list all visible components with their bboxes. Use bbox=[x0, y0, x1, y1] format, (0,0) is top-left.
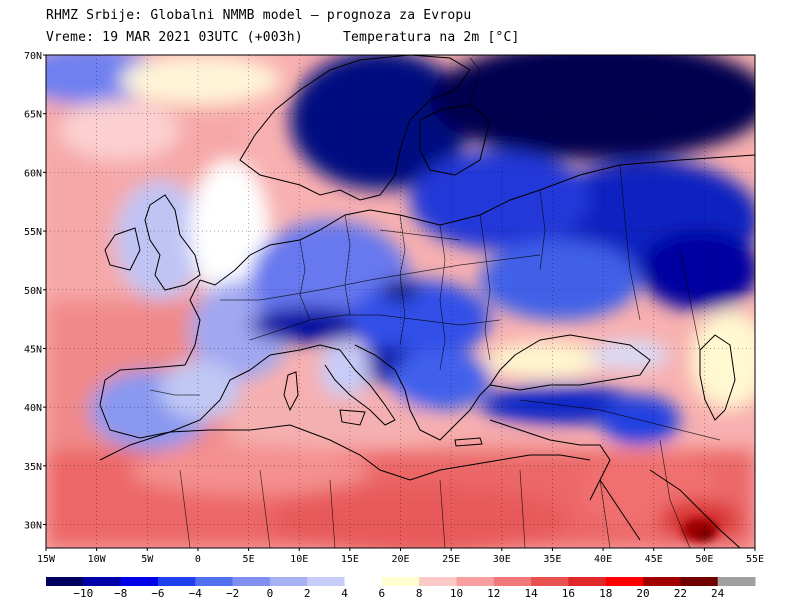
latitude-label: 55N bbox=[24, 227, 42, 238]
longitude-label: 10W bbox=[88, 554, 107, 565]
legend-swatch bbox=[605, 577, 644, 586]
color-legend bbox=[46, 577, 756, 586]
legend-swatch bbox=[269, 577, 308, 586]
longitude-label: 5E bbox=[243, 554, 255, 565]
legend-label: 8 bbox=[416, 587, 423, 600]
longitude-labels: 15W 10W 5W 0 5E 10E 15E 20E 25E 30E 35E 40E 45E 50E 55… bbox=[37, 548, 764, 565]
legend-swatch bbox=[83, 577, 122, 586]
forecast-time: Vreme: 19 MAR 2021 03UTC (+003h) bbox=[46, 30, 303, 45]
legend-swatch bbox=[195, 577, 234, 586]
map-title-line-1: RHMZ Srbije: Globalni NMMB model — progn… bbox=[46, 8, 472, 23]
legend-swatch bbox=[531, 577, 569, 586]
legend-label: 10 bbox=[450, 587, 463, 600]
longitude-label: 30E bbox=[493, 554, 511, 565]
longitude-label: 0 bbox=[195, 554, 201, 565]
longitude-label: 20E bbox=[391, 554, 409, 565]
legend-label: −10 bbox=[73, 587, 93, 600]
legend-label: 12 bbox=[487, 587, 500, 600]
legend-swatch bbox=[344, 577, 383, 586]
legend-label: 4 bbox=[341, 587, 348, 600]
legend-label: 24 bbox=[711, 587, 725, 600]
longitude-label: 40E bbox=[594, 554, 612, 565]
temperature-field bbox=[46, 55, 755, 548]
legend-label: 2 bbox=[304, 587, 311, 600]
legend-swatch bbox=[680, 577, 719, 586]
latitude-label: 70N bbox=[24, 51, 42, 62]
legend-label: 6 bbox=[379, 587, 386, 600]
variable-name: Temperatura na 2m [°C] bbox=[343, 30, 520, 45]
longitude-label: 35E bbox=[543, 554, 561, 565]
latitude-label: 45N bbox=[24, 344, 42, 355]
latitude-labels: 70N 65N 60N 55N 50N 45N 40N 35N 30N bbox=[24, 51, 46, 532]
country-borders bbox=[149, 57, 721, 548]
legend-swatch bbox=[232, 577, 271, 586]
legend-swatch bbox=[643, 577, 681, 586]
longitude-label: 25E bbox=[442, 554, 460, 565]
legend-label: 22 bbox=[674, 587, 687, 600]
legend-swatch bbox=[46, 577, 84, 586]
legend-label: 20 bbox=[636, 587, 649, 600]
latitude-label: 35N bbox=[24, 462, 42, 473]
longitude-label: 50E bbox=[695, 554, 713, 565]
latitude-label: 65N bbox=[24, 110, 42, 121]
latitude-label: 60N bbox=[24, 168, 42, 179]
latitude-label: 30N bbox=[24, 521, 42, 532]
legend-label: 18 bbox=[599, 587, 612, 600]
legend-swatch bbox=[419, 577, 457, 586]
map-title-line-2: Vreme: 19 MAR 2021 03UTC (+003h) Tempera… bbox=[46, 30, 520, 45]
plot-area bbox=[46, 55, 755, 548]
longitude-label: 10E bbox=[290, 554, 308, 565]
legend-swatch bbox=[568, 577, 607, 586]
legend-label: 0 bbox=[267, 587, 274, 600]
color-legend-labels: −10 −8 −6 −4 −2 0 2 4 6 8 10 12 14 16 18 20 22 24 bbox=[73, 587, 724, 600]
legend-swatch bbox=[120, 577, 159, 586]
legend-swatch bbox=[717, 577, 756, 586]
longitude-label: 45E bbox=[645, 554, 663, 565]
legend-label: −2 bbox=[226, 587, 239, 600]
legend-label: 16 bbox=[562, 587, 575, 600]
longitude-label: 15W bbox=[37, 554, 56, 565]
legend-label: 14 bbox=[524, 587, 538, 600]
legend-swatch bbox=[307, 577, 346, 586]
longitude-label: 15E bbox=[341, 554, 359, 565]
coastlines bbox=[99, 55, 755, 548]
legend-label: −8 bbox=[114, 587, 127, 600]
legend-swatch bbox=[157, 577, 196, 586]
legend-swatch bbox=[381, 577, 420, 586]
legend-swatch bbox=[493, 577, 532, 586]
legend-label: −4 bbox=[189, 587, 203, 600]
longitude-label: 5W bbox=[141, 554, 154, 565]
latitude-label: 40N bbox=[24, 403, 42, 414]
legend-label: −6 bbox=[151, 587, 164, 600]
longitude-label: 55E bbox=[746, 554, 764, 565]
legend-swatch bbox=[456, 577, 495, 586]
latitude-label: 50N bbox=[24, 286, 42, 297]
